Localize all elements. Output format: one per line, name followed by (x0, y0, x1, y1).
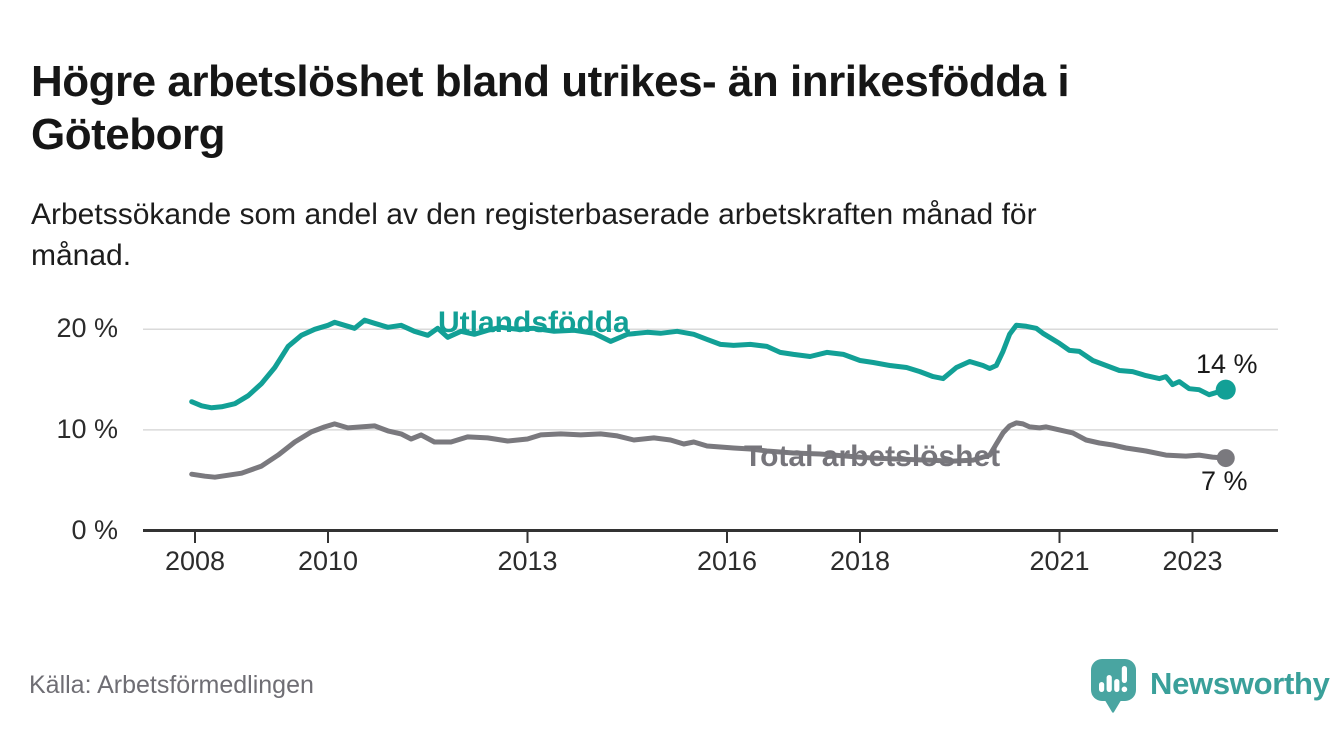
x-tick-label: 2018 (829, 546, 891, 576)
y-tick-label: 20 % (56, 313, 118, 344)
y-tick-label: 0 % (71, 514, 118, 545)
end-value-utlandsfodda: 14 % (1196, 349, 1258, 379)
x-tick-label: 2013 (497, 546, 558, 576)
series-line-1 (189, 420, 1229, 480)
newsworthy-logo: Newsworthy (1089, 657, 1330, 715)
end-value-total: 7 % (1201, 466, 1248, 496)
series-label-utlandsfodda: Utlandsfödda (438, 306, 630, 339)
newsworthy-chart-bubble-icon (1091, 659, 1136, 713)
source-note: Källa: Arbetsförmedlingen (29, 671, 314, 699)
x-tick-label: 2021 (1029, 546, 1090, 576)
series-end-dot-1 (1216, 449, 1235, 468)
x-tick-label: 2016 (696, 546, 758, 576)
page-title: Högre arbetslöshet bland utrikes- än inr… (31, 57, 1070, 160)
x-tick-label: 2010 (297, 546, 359, 576)
x-tick-label: 2023 (1162, 546, 1223, 576)
series-label-total-arbetsloshet: Total arbetslöshet (744, 440, 1001, 473)
x-tick-label: 2008 (164, 546, 226, 576)
series-line-0 (189, 317, 1229, 411)
series-end-dot-0 (1215, 379, 1236, 400)
newsworthy-wordmark: Newsworthy (1150, 666, 1330, 701)
page-subtitle: Arbetssökande som andel av den registerb… (31, 198, 1037, 272)
y-tick-label: 10 % (56, 413, 118, 444)
